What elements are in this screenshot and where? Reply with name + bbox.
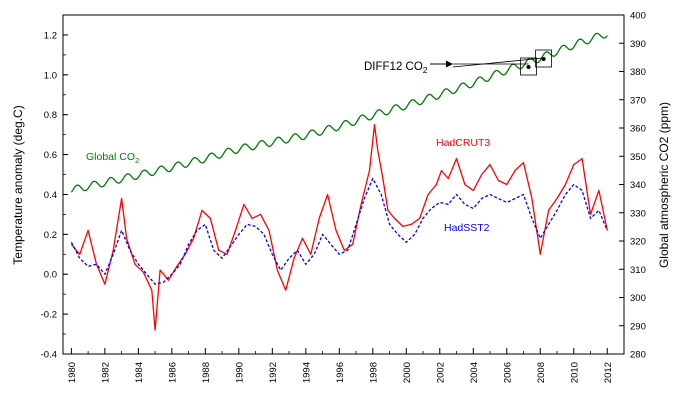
y-left-tick-label: 0.8 (44, 110, 57, 121)
series-line-hadcrut3 (70, 124, 608, 331)
y-left-tick-label: -0.2 (41, 310, 57, 321)
y-right-tick-label: 330 (630, 208, 646, 219)
y-right-tick-label: 370 (630, 95, 646, 106)
series-layer (70, 32, 608, 331)
series-line-global-co2 (70, 32, 608, 193)
axis-ticks: -0.4 -0.2 0.0 0.2 0.4 0.6 0.8 1.0 1.2 280 290 300 31… (41, 11, 646, 384)
diff12-markers (430, 49, 553, 76)
x-tick-label: 1996 (335, 362, 346, 383)
y-axis-title-left: Temperature anomaly (deg.C) (11, 105, 25, 264)
y-right-tick-label: 400 (630, 11, 646, 22)
y-right-tick-label: 390 (630, 39, 646, 50)
series-line-hadsst2 (70, 177, 608, 285)
y-left-tick-label: 1.0 (44, 70, 57, 81)
hadsst2-label: HadSST2 (444, 222, 490, 234)
hadcrut3-label: HadCRUT3 (436, 137, 490, 149)
x-tick-label: 2010 (569, 362, 580, 383)
x-tick-label: 2008 (536, 362, 547, 383)
y-right-tick-label: 300 (630, 293, 646, 304)
diff12-arrow-head (446, 60, 453, 68)
x-tick-label: 1992 (268, 362, 279, 383)
global-co2-label: Global CO2 (86, 151, 139, 165)
y-axis-title-right: Global atmospheric CO2 (ppm) (657, 102, 671, 268)
y-right-tick-label: 310 (630, 265, 646, 276)
plot-frame (62, 14, 625, 355)
diff12-connector (452, 57, 544, 68)
x-tick-label: 1988 (201, 362, 212, 383)
x-tick-label: 2002 (435, 362, 446, 383)
x-tick-label: 1990 (234, 362, 245, 383)
y-left-tick-label: 0.2 (44, 230, 57, 241)
diff12-box (520, 57, 537, 76)
y-left-tick-label: -0.4 (41, 350, 57, 361)
diff12-label: DIFF12 CO2 (364, 61, 428, 75)
y-left-tick-label: 0.6 (44, 150, 57, 161)
x-tick-label: 1982 (100, 362, 111, 383)
diff12-point (541, 57, 546, 61)
x-tick-label: 1984 (134, 362, 145, 383)
y-right-tick-label: 280 (630, 350, 646, 361)
y-right-tick-label: 380 (630, 67, 646, 78)
y-left-tick-label: 1.2 (44, 30, 57, 41)
y-right-tick-label: 320 (630, 237, 646, 248)
diff12-point (526, 65, 531, 69)
y-right-tick-label: 340 (630, 180, 646, 191)
y-left-tick-label: 0.4 (44, 190, 57, 201)
x-tick-label: 2006 (502, 362, 513, 383)
x-tick-label: 2012 (603, 362, 614, 383)
x-tick-label: 2000 (402, 362, 413, 383)
x-tick-label: 1980 (67, 362, 78, 383)
x-tick-label: 2004 (469, 362, 480, 383)
y-right-tick-label: 360 (630, 124, 646, 135)
x-tick-label: 1986 (167, 362, 178, 383)
x-tick-label: 1998 (368, 362, 379, 383)
diff12-box (535, 49, 553, 68)
x-tick-label: 1994 (301, 362, 312, 383)
y-right-tick-label: 350 (630, 152, 646, 163)
y-right-tick-label: 290 (630, 321, 646, 332)
y-left-tick-label: 0.0 (44, 270, 57, 281)
